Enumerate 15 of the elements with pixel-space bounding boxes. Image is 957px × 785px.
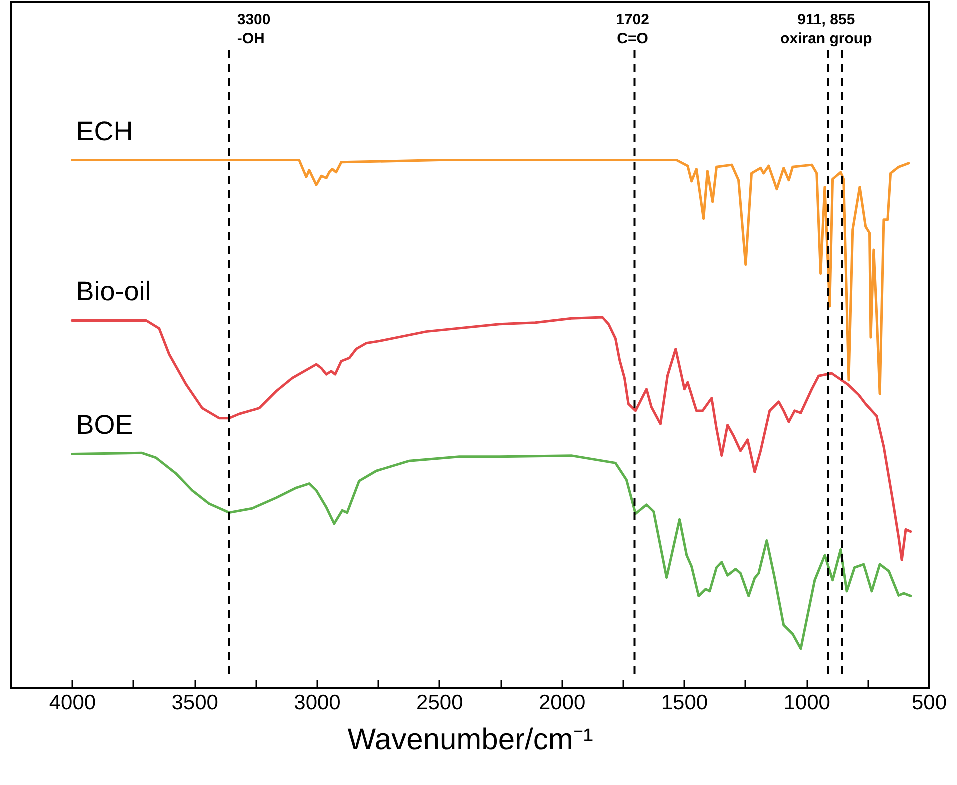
x-tick-label: 2000	[538, 692, 586, 714]
x-tick-label: 2500	[416, 692, 464, 714]
x-tick-label: 3000	[294, 692, 341, 714]
series-label: Bio-oil	[76, 276, 152, 307]
series-label: BOE	[76, 410, 134, 440]
x-tick-label: 4000	[49, 692, 96, 714]
ref-line-label: 1702 C=O	[616, 11, 650, 48]
x-tick-label: 3500	[172, 692, 218, 714]
x-axis-title: Wavenumber/cm⁻¹	[348, 724, 594, 756]
series-label: ECH	[76, 116, 134, 146]
x-tick-label: 1000	[784, 692, 830, 714]
x-tick-label: 1500	[661, 692, 708, 714]
ref-line-label: 3300 -OH	[237, 11, 271, 48]
ref-line-label: 911, 855 oxiran group	[780, 11, 872, 48]
x-tick-label: 500	[912, 692, 948, 714]
